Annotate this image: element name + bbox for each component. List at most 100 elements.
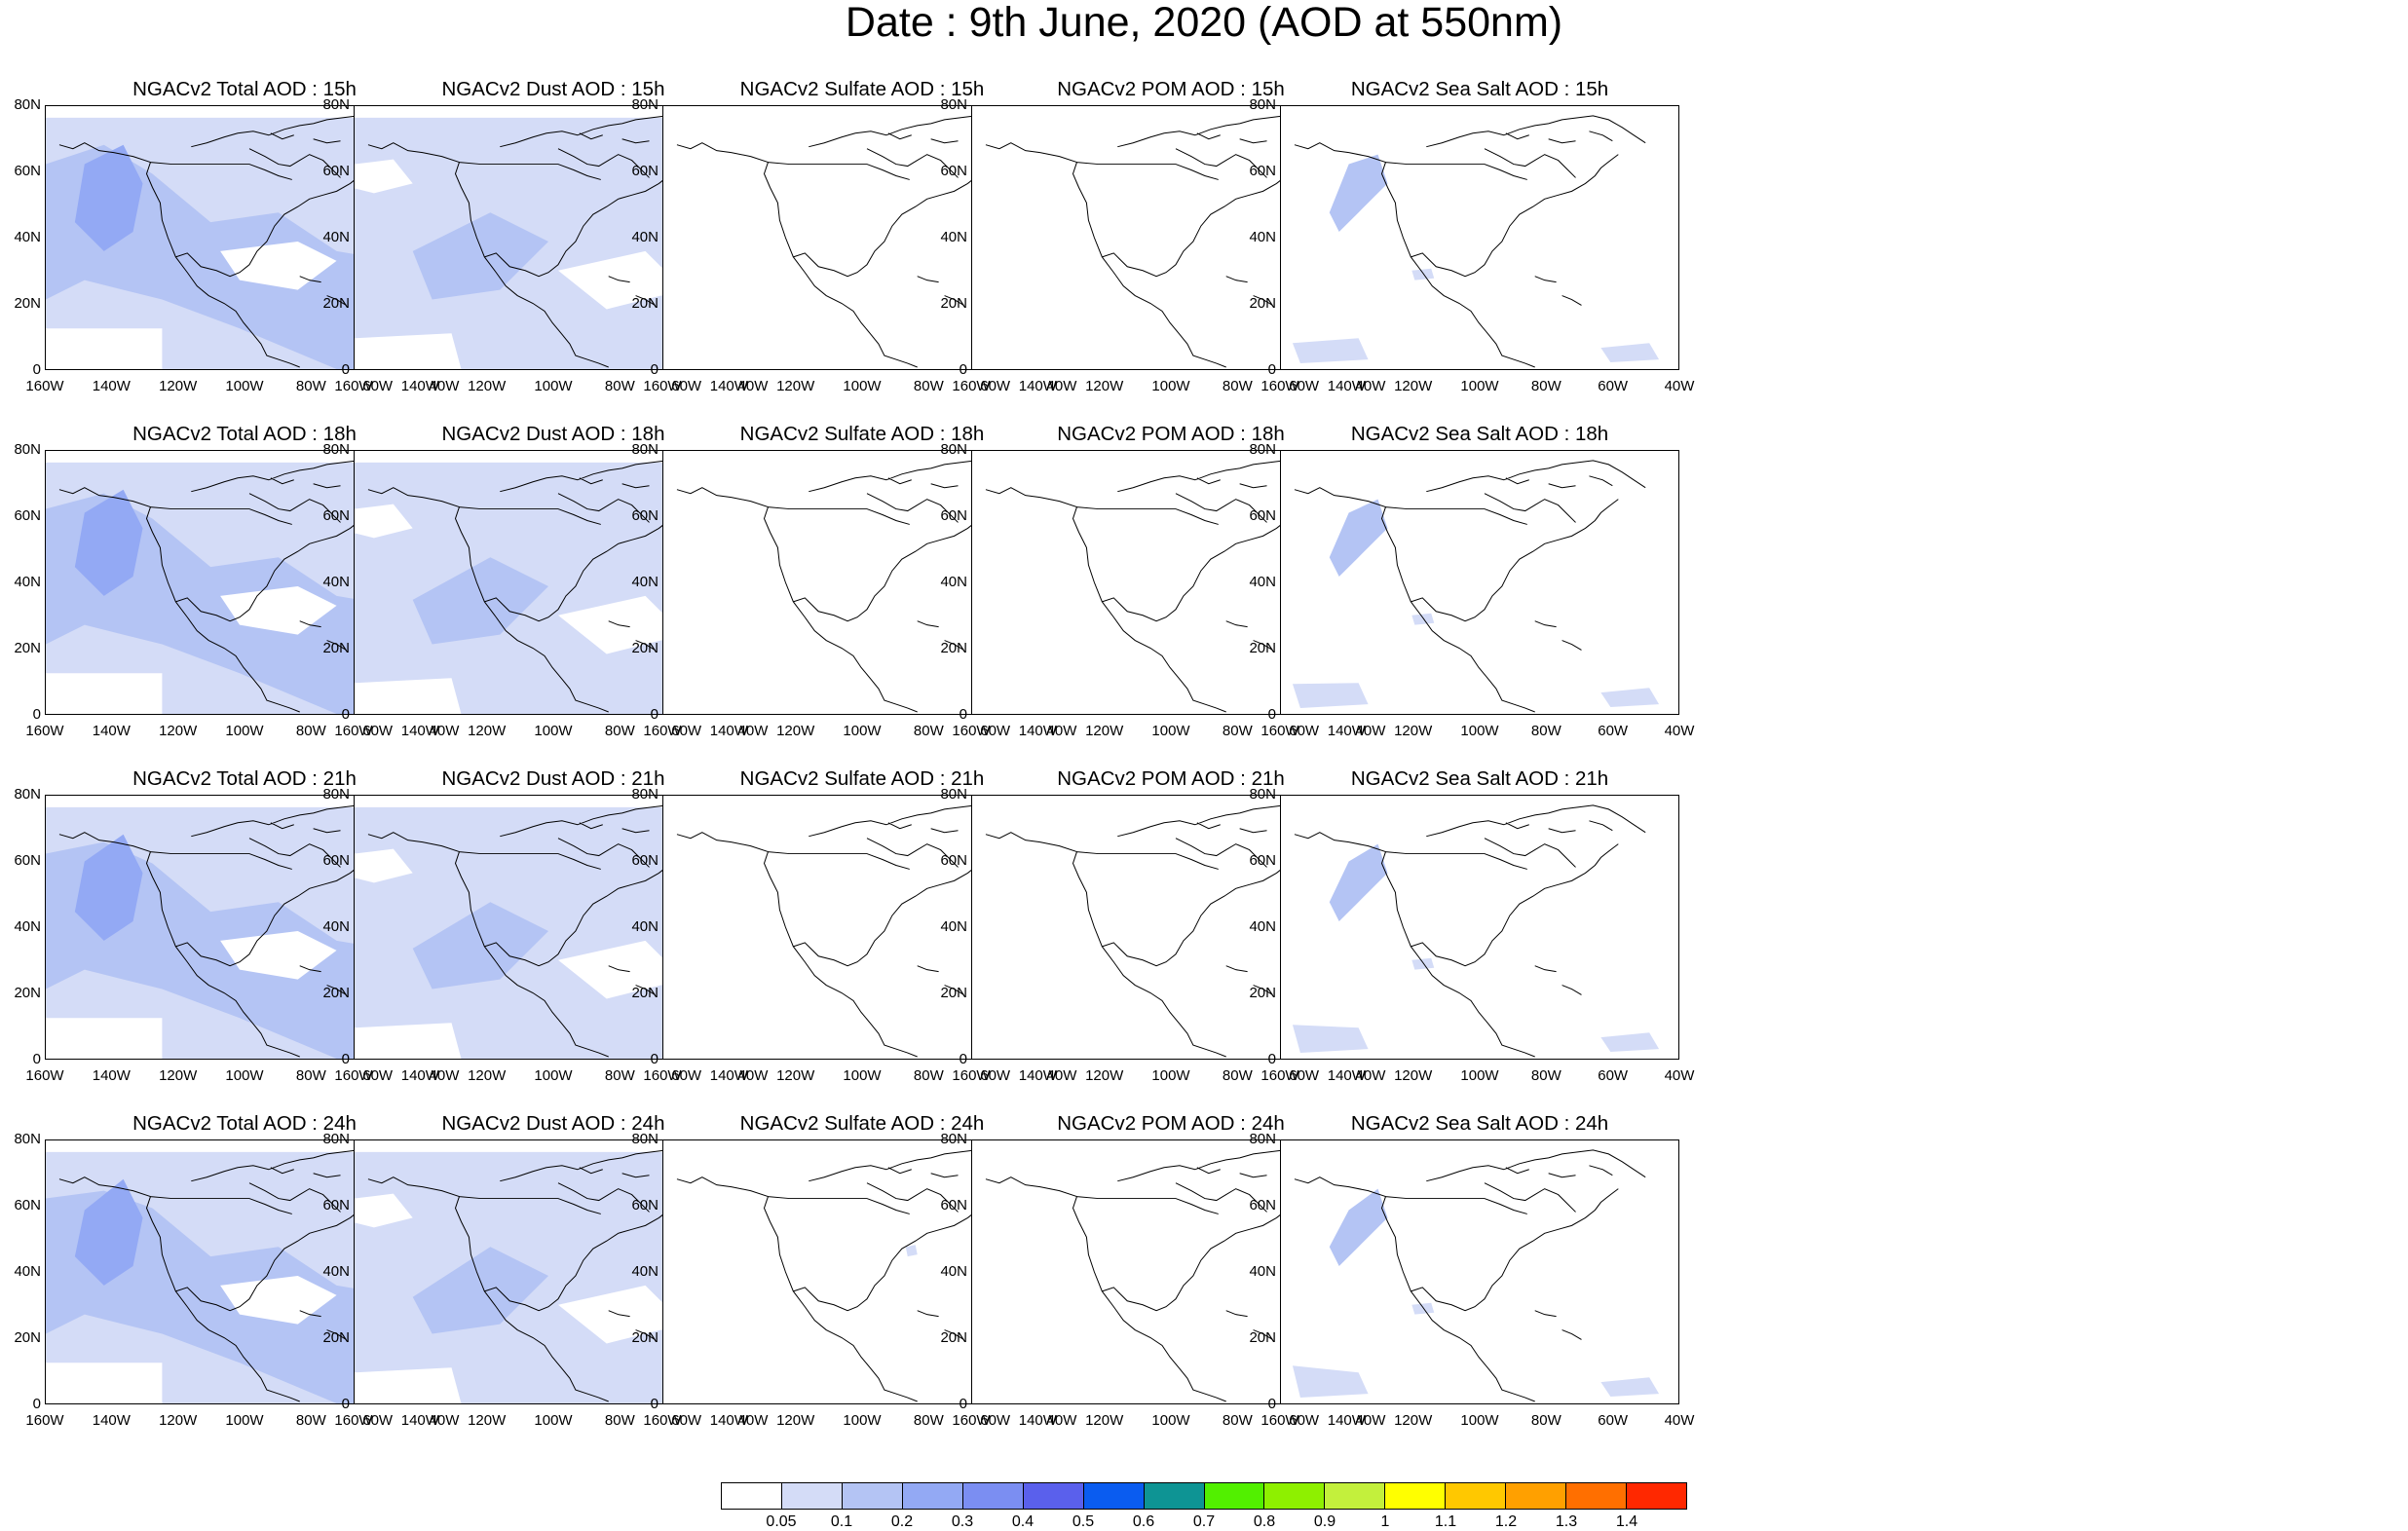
panel-title: NGACv2 Sulfate AOD : 18h <box>739 423 985 445</box>
aod-shading <box>1600 343 1660 363</box>
lat-tick-label: 0 <box>1267 1051 1276 1067</box>
lon-tick-label: 40W <box>1664 723 1695 739</box>
lon-tick-label: 80W <box>1530 723 1561 739</box>
lon-tick-label: 120W <box>159 723 198 739</box>
colorbar-tick-label: 1.2 <box>1494 1513 1518 1530</box>
lon-tick-label: 120W <box>159 1412 198 1429</box>
lon-tick-label: 40W <box>1046 723 1077 739</box>
lat-tick-label: 20N <box>1249 295 1276 312</box>
aod-shading <box>46 328 163 369</box>
lon-tick-label: 140W <box>709 1412 748 1429</box>
lon-tick-label: 60W <box>362 723 394 739</box>
lon-tick-label: 100W <box>225 1412 264 1429</box>
lon-tick-label: 160W <box>952 723 991 739</box>
lon-tick-label: 120W <box>468 378 507 394</box>
lon-tick-label: 40W <box>737 1412 769 1429</box>
aod-shading <box>74 144 143 251</box>
lon-tick-label: 40W <box>429 378 460 394</box>
lat-tick-label: 20N <box>940 1329 967 1346</box>
lon-tick-label: 80W <box>1222 378 1253 394</box>
lat-tick-label: 60N <box>14 163 41 179</box>
aod-shading <box>220 241 337 290</box>
lon-tick-label: 140W <box>1327 378 1366 394</box>
colorbar-tick-label: 1.1 <box>1434 1513 1457 1530</box>
colorbar-box <box>1144 1483 1205 1509</box>
lon-tick-label: 140W <box>709 723 748 739</box>
lon-tick-label: 100W <box>843 1412 882 1429</box>
lon-tick-label: 160W <box>1260 378 1299 394</box>
lon-tick-label: 140W <box>400 723 439 739</box>
aod-shading <box>1292 1365 1369 1399</box>
aod-shading <box>46 1018 163 1059</box>
lon-tick-label: 120W <box>776 1067 815 1084</box>
aod-shading <box>220 930 337 980</box>
map-panel-seasalt-15h: NGACv2 Sea Salt AOD : 15h 80N 60N 40N 20N 0 16… <box>1235 78 1722 425</box>
lon-tick-label: 160W <box>643 723 682 739</box>
panel-title: NGACv2 Total AOD : 21h <box>132 767 357 790</box>
lon-tick-label: 160W <box>25 1412 64 1429</box>
panel-title: NGACv2 POM AOD : 21h <box>1057 767 1285 790</box>
lon-tick-label: 140W <box>92 378 131 394</box>
lat-tick-label: 0 <box>341 1396 350 1412</box>
lon-tick-label: 100W <box>225 378 264 394</box>
lon-tick-label: 140W <box>1018 1067 1057 1084</box>
lon-tick-label: 160W <box>952 378 991 394</box>
lon-tick-label: 80W <box>1530 378 1561 394</box>
lon-tick-label: 60W <box>671 378 702 394</box>
map-panel-seasalt-21h: NGACv2 Sea Salt AOD : 21h 80N 60N 40N 20N 0 16… <box>1235 767 1722 1114</box>
lat-tick-label: 40N <box>322 918 350 935</box>
lon-tick-label: 60W <box>1289 378 1320 394</box>
lon-tick-label: 40W <box>1046 378 1077 394</box>
colorbar-box <box>1204 1483 1265 1509</box>
aod-shading <box>355 333 462 369</box>
lon-tick-label: 160W <box>334 378 373 394</box>
lat-tick-label: 60N <box>322 163 350 179</box>
aod-shading <box>1292 338 1369 364</box>
lat-tick-label: 60N <box>1249 1197 1276 1214</box>
lat-tick-label: 60N <box>631 163 658 179</box>
lon-tick-label: 80W <box>604 378 635 394</box>
lat-tick-label: 80N <box>940 96 967 113</box>
colorbar-box <box>962 1483 1024 1509</box>
panel-title: NGACv2 Dust AOD : 24h <box>441 1112 665 1135</box>
lon-tick-label: 140W <box>1327 1412 1366 1429</box>
aod-shading <box>412 557 549 645</box>
aod-shading <box>1600 1032 1660 1053</box>
lon-tick-label: 60W <box>1289 1412 1320 1429</box>
lat-tick-label: 80N <box>1249 786 1276 803</box>
lon-tick-label: 40W <box>1664 1412 1695 1429</box>
aod-shading <box>1411 613 1435 625</box>
lon-tick-label: 40W <box>429 723 460 739</box>
lon-tick-label: 80W <box>1530 1067 1561 1084</box>
lat-tick-label: 40N <box>631 229 658 245</box>
lat-tick-label: 40N <box>14 918 41 935</box>
lon-tick-label: 100W <box>1460 1067 1499 1084</box>
lon-tick-label: 100W <box>225 1067 264 1084</box>
lon-tick-label: 40W <box>1046 1067 1077 1084</box>
panel-title: NGACv2 Total AOD : 24h <box>132 1112 357 1135</box>
colorbar-tick-label: 0.1 <box>830 1513 853 1530</box>
colorbar-box <box>1385 1483 1447 1509</box>
lon-tick-label: 100W <box>1151 723 1190 739</box>
lon-tick-label: 80W <box>913 723 944 739</box>
lat-tick-label: 20N <box>631 1329 658 1346</box>
aod-shading <box>355 806 752 1059</box>
lon-tick-label: 160W <box>334 1412 373 1429</box>
lat-tick-label: 0 <box>650 1051 658 1067</box>
lon-tick-label: 40W <box>737 723 769 739</box>
lon-tick-label: 80W <box>295 723 326 739</box>
aod-shading <box>74 1178 143 1286</box>
lon-tick-label: 120W <box>1085 1067 1124 1084</box>
lat-tick-label: 40N <box>631 574 658 590</box>
lon-tick-label: 160W <box>25 1067 64 1084</box>
lat-tick-label: 60N <box>322 852 350 869</box>
aod-shading <box>74 834 143 941</box>
lon-tick-label: 80W <box>1222 723 1253 739</box>
lat-tick-label: 40N <box>14 574 41 590</box>
lat-tick-label: 0 <box>959 1396 967 1412</box>
lat-tick-label: 80N <box>940 441 967 458</box>
lon-tick-label: 80W <box>604 1067 635 1084</box>
lat-tick-label: 20N <box>14 640 41 656</box>
lat-tick-label: 60N <box>1249 507 1276 524</box>
aod-shading <box>1329 843 1388 922</box>
